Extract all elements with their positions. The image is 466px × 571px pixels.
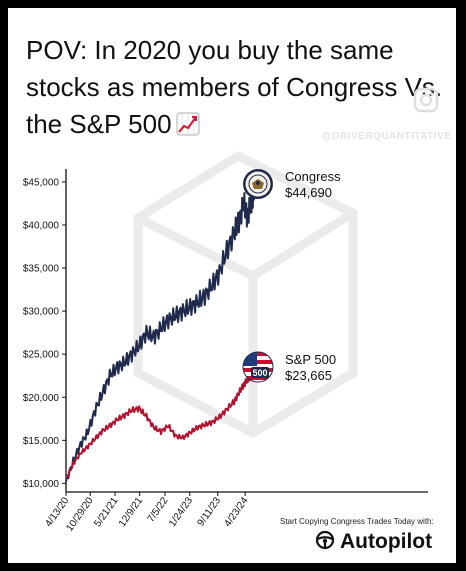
series-lines (65, 172, 257, 482)
series-value-label: $44,690 (285, 185, 332, 200)
congress-seal-icon (243, 169, 273, 199)
watermark: @DRIVERQUANTITATIVE (322, 131, 452, 142)
series-name-label: Congress (285, 169, 341, 184)
x-tick-label: 9/11/23 (195, 495, 223, 528)
brand[interactable]: Autopilot (315, 528, 432, 556)
y-tick-label: $30,000 (23, 307, 60, 318)
x-tick-label: 7/5/22 (146, 495, 171, 524)
y-tick-label: $15,000 (23, 436, 60, 447)
y-tick-label: $45,000 (23, 177, 60, 188)
y-tick-label: $20,000 (23, 393, 60, 404)
y-tick-label: $10,000 (23, 479, 60, 490)
y-tick-label: $25,000 (23, 350, 60, 361)
svg-text:500: 500 (252, 368, 267, 378)
headline-text: POV: In 2020 you buy the same stocks as … (26, 35, 443, 139)
series-line-congress (65, 172, 257, 482)
axes (65, 169, 428, 493)
series-name-label: S&P 500 (285, 352, 336, 367)
chart: $10,000 $15,000 $20,000 $25,000 $30,000 $35,0… (23, 150, 428, 534)
chart-increasing-icon (175, 109, 200, 146)
series-end-icons: 500 (242, 169, 274, 383)
post-frame: POV: In 2020 you buy the same stocks as … (8, 8, 456, 563)
series-value-label: $23,665 (285, 368, 332, 383)
y-axis-ticks: $10,000 $15,000 $20,000 $25,000 $30,000 $35,0… (23, 177, 66, 490)
series-labels: Congress$44,690 S&P 500$23,665 (285, 169, 341, 383)
headline: POV: In 2020 you buy the same stocks as … (26, 32, 451, 146)
x-tick-label: 4/23/24 (222, 495, 250, 529)
x-tick-label: 5/21/21 (92, 495, 120, 529)
x-tick-label: 1/24/23 (167, 495, 195, 529)
x-tick-label: 12/9/21 (117, 495, 145, 529)
series-line-s-p-500 (65, 364, 257, 479)
steering-wheel-icon (315, 530, 335, 555)
instagram-icon (413, 87, 439, 118)
us-flag-500-icon: 500 (242, 351, 274, 383)
y-tick-label: $40,000 (23, 220, 60, 231)
cta-text: Start Copying Congress Trades Today with… (280, 517, 434, 526)
y-tick-label: $35,000 (23, 264, 60, 275)
brand-name: Autopilot (340, 530, 433, 553)
